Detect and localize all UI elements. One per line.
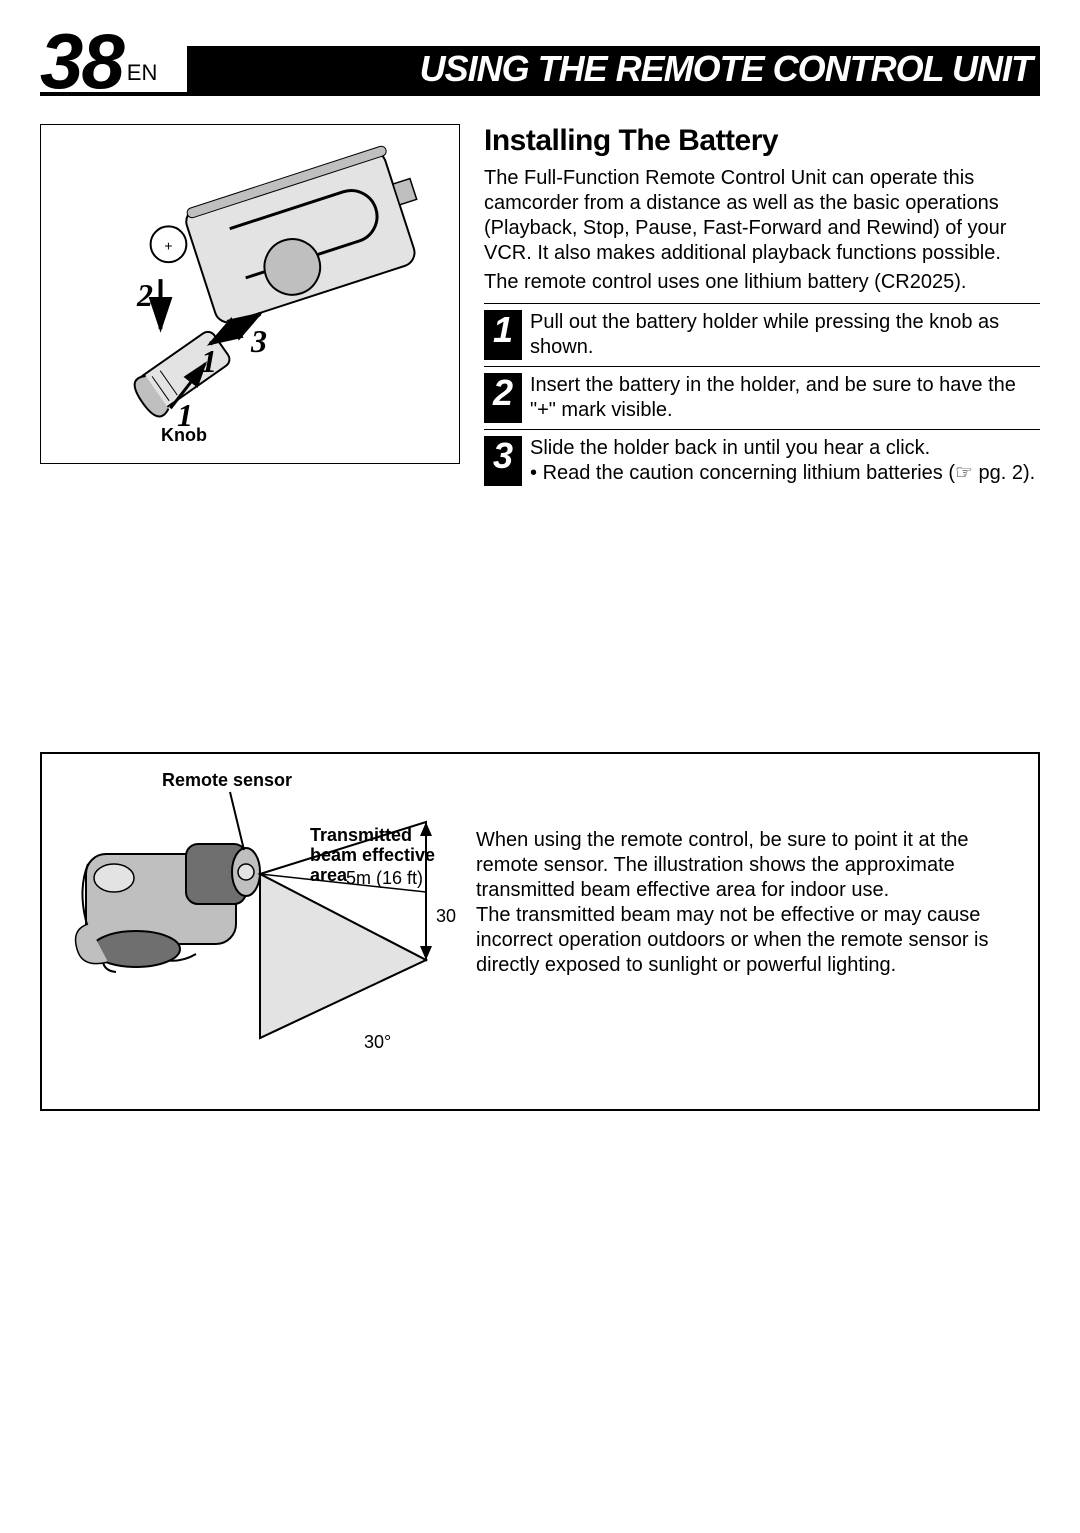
battery-diagram: + 2 3 1 1 Knob <box>40 124 460 464</box>
step-3-main: Slide the holder back in until you hear … <box>530 437 930 459</box>
step-2: 2 Insert the battery in the holder, and … <box>484 366 1040 429</box>
remote-sensor-label: Remote sensor <box>162 770 292 791</box>
top-content-row: + 2 3 1 1 Knob Installin <box>40 116 1040 492</box>
beam-para-1: When using the remote control, be sure t… <box>476 828 1014 903</box>
angle-bottom: 30° <box>364 1032 391 1052</box>
step-num-2: 2 <box>484 373 522 423</box>
beam-text-col: When using the remote control, be sure t… <box>476 774 1014 1079</box>
step-text-3: Slide the holder back in until you hear … <box>530 436 1035 486</box>
remote-diagram-svg: + <box>41 125 459 463</box>
step-text-2: Insert the battery in the holder, and be… <box>530 373 1040 423</box>
page-header: 38 EN USING THE REMOTE CONTROL UNIT <box>40 30 1040 96</box>
diagram-num-1: 1 <box>201 343 217 380</box>
language-code: EN <box>127 60 158 86</box>
diagram-num-3: 3 <box>251 323 267 360</box>
beam-para-2: The transmitted beam may not be effectiv… <box>476 903 1014 978</box>
beam-diagram: Remote sensor Transmitted beam effective… <box>66 774 456 1079</box>
step-3-sub: Read the caution concerning lithium batt… <box>548 461 1035 486</box>
diagram-num-2: 2 <box>137 277 153 314</box>
step-text-1: Pull out the battery holder while pressi… <box>530 310 1040 360</box>
battery-intro-1: The Full-Function Remote Control Unit ca… <box>484 166 1040 266</box>
beam-area-label: Transmitted beam effective area <box>310 826 460 885</box>
step-num-1: 1 <box>484 310 522 360</box>
svg-text:+: + <box>164 238 172 254</box>
step-1: 1 Pull out the battery holder while pres… <box>484 303 1040 366</box>
page-number: 38 <box>40 30 123 92</box>
section-title: USING THE REMOTE CONTROL UNIT <box>187 46 1040 92</box>
step-num-3: 3 <box>484 436 522 486</box>
beam-info-box: Remote sensor Transmitted beam effective… <box>40 752 1040 1111</box>
angle-top: 30° <box>436 906 456 926</box>
step-3: 3 Slide the holder back in until you hea… <box>484 429 1040 492</box>
battery-heading: Installing The Battery <box>484 124 1040 158</box>
battery-text-column: Installing The Battery The Full-Function… <box>484 116 1040 492</box>
beam-svg: 5m (16 ft) 30° 30° <box>66 774 456 1074</box>
knob-label: Knob <box>161 425 207 446</box>
battery-intro-2: The remote control uses one lithium batt… <box>484 270 1040 295</box>
steps-list: 1 Pull out the battery holder while pres… <box>484 303 1040 492</box>
